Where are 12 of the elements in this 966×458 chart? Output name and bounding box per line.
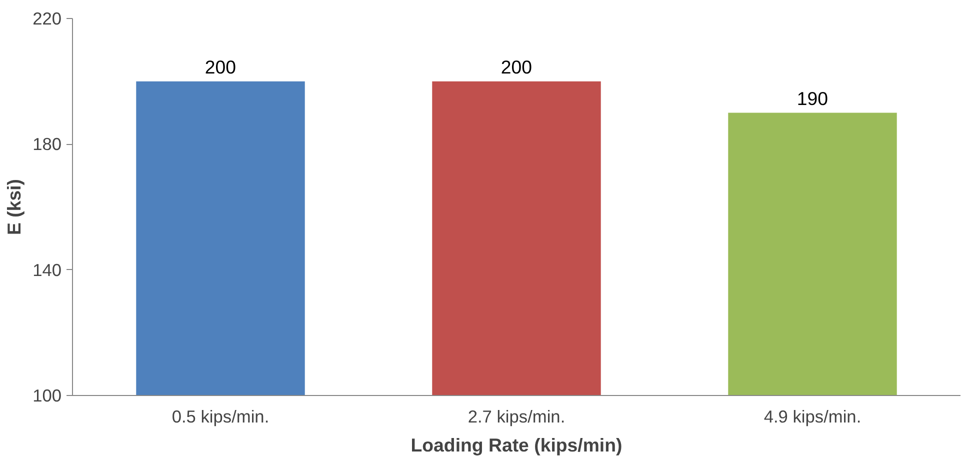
x-tick-label: 2.7 kips/min. [468, 406, 566, 426]
x-axis-title: Loading Rate (kips/min) [410, 434, 622, 456]
y-tick-label: 220 [32, 8, 62, 28]
y-axis-title: E (ksi) [4, 178, 25, 235]
y-tick-label: 100 [32, 386, 62, 406]
data-label: 190 [796, 88, 828, 109]
y-tick-label: 180 [32, 134, 62, 154]
data-label: 200 [500, 56, 532, 78]
x-tick-label: 4.9 kips/min. [764, 406, 862, 426]
y-tick-label: 140 [32, 260, 62, 280]
x-tick-label: 0.5 kips/min. [172, 406, 270, 426]
data-label: 200 [204, 56, 236, 78]
